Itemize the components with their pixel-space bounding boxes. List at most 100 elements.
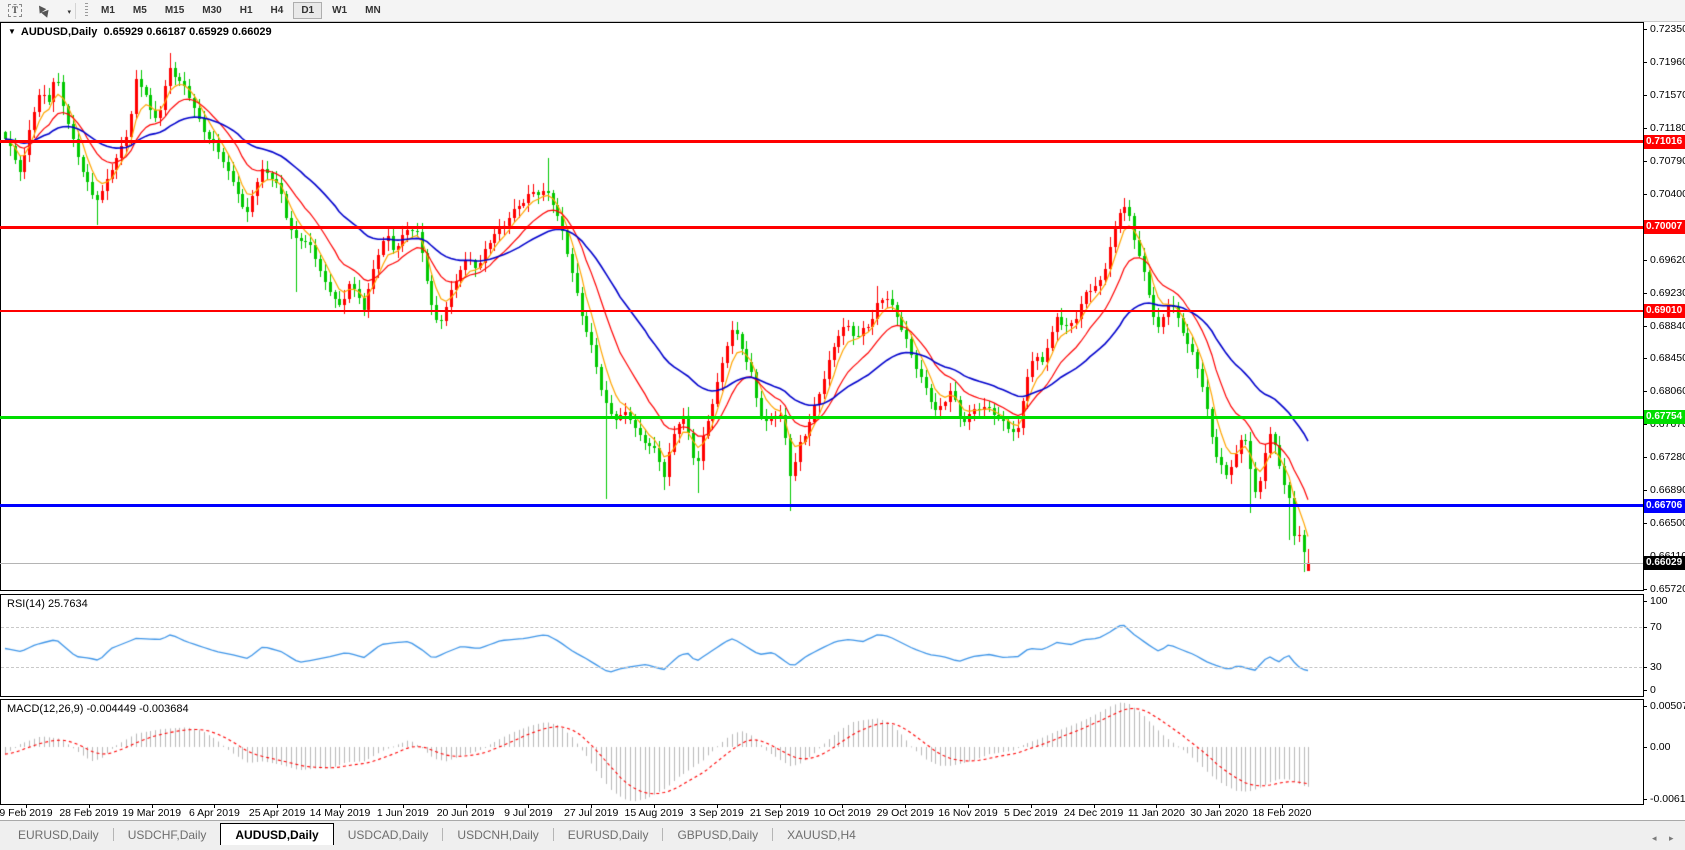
chart-tab-usdchf-1[interactable]: USDCHF,Daily bbox=[127, 827, 207, 842]
chart-tab-eurusd-5[interactable]: EURUSD,Daily bbox=[567, 827, 649, 842]
chevron-down-icon: ▾ bbox=[67, 9, 71, 16]
macd-axis-tick bbox=[1643, 747, 1647, 748]
main-chart-canvas[interactable] bbox=[1, 23, 1641, 588]
rsi-level-line bbox=[1, 626, 1642, 628]
date-axis-tick bbox=[88, 804, 90, 808]
price-level-tag: 0.66706 bbox=[1644, 498, 1685, 513]
horizontal-level-line[interactable] bbox=[0, 140, 1643, 144]
date-axis-tick bbox=[214, 804, 216, 808]
price-axis-tick bbox=[1643, 62, 1647, 64]
date-axis-label: 29 Oct 2019 bbox=[876, 807, 934, 819]
price-axis-label: 0.71960 bbox=[1650, 56, 1685, 69]
timeframe-button-m30[interactable]: M30 bbox=[202, 5, 222, 16]
date-axis-tick bbox=[26, 804, 27, 808]
rsi-chart-canvas[interactable] bbox=[1, 595, 1641, 694]
date-axis-tick bbox=[654, 804, 655, 808]
macd-axis-tick bbox=[1643, 706, 1647, 707]
tab-separator bbox=[772, 828, 774, 841]
price-level-tag: 0.70007 bbox=[1644, 220, 1685, 235]
timeframe-button-h4[interactable]: H4 bbox=[270, 5, 284, 16]
rsi-axis-label: 70 bbox=[1650, 620, 1662, 633]
chart-tab-usdcnh-4[interactable]: USDCNH,Daily bbox=[457, 827, 539, 842]
price-axis-label: 0.70790 bbox=[1650, 155, 1685, 167]
toolbar-separator bbox=[75, 2, 76, 19]
price-axis-label: 0.66500 bbox=[1650, 516, 1685, 529]
horizontal-level-line[interactable] bbox=[0, 225, 1643, 229]
tab-scroll-right-icon[interactable]: ▸ bbox=[1669, 833, 1674, 843]
timeframe-button-mn[interactable]: MN bbox=[365, 5, 381, 16]
chart-ohlc-values: 0.65929 0.66187 0.65929 0.66029 bbox=[103, 26, 272, 38]
horizontal-level-line[interactable] bbox=[0, 504, 1643, 508]
date-axis-tick bbox=[402, 804, 404, 808]
macd-axis-label: 0.00 bbox=[1650, 741, 1671, 753]
horizontal-level-line[interactable] bbox=[0, 415, 1643, 419]
date-axis-tick bbox=[151, 804, 153, 808]
tab-separator bbox=[112, 828, 114, 841]
timeframe-button-m5[interactable]: M5 bbox=[132, 5, 147, 16]
date-axis-tick bbox=[1282, 804, 1283, 808]
tab-separator bbox=[442, 828, 444, 841]
rsi-indicator-label: RSI(14) 25.7634 bbox=[7, 598, 88, 610]
chart-tab-xauusd-7[interactable]: XAUUSD,H4 bbox=[787, 827, 856, 842]
timeframe-button-m15[interactable]: M15 bbox=[164, 5, 185, 16]
price-axis-tick bbox=[1643, 457, 1647, 459]
rsi-level-line bbox=[1, 666, 1642, 668]
price-axis-label: 0.71570 bbox=[1650, 89, 1685, 102]
date-axis-label: 9 Jul 2019 bbox=[504, 807, 553, 819]
date-axis-label: 24 Dec 2019 bbox=[1063, 807, 1124, 819]
date-axis-tick bbox=[1093, 804, 1095, 808]
rsi-axis-tick bbox=[1643, 666, 1647, 668]
timeframe-button-m1[interactable]: M1 bbox=[101, 5, 115, 16]
price-axis-label: 0.69620 bbox=[1650, 253, 1685, 266]
timeframe-button-d1[interactable]: D1 bbox=[293, 2, 323, 19]
chart-tab-audusd-2[interactable]: AUDUSD,Daily bbox=[220, 823, 334, 845]
price-axis-tick bbox=[1643, 29, 1647, 31]
date-axis-label: 11 Jan 2020 bbox=[1127, 807, 1185, 819]
rsi-axis-label: 30 bbox=[1650, 660, 1662, 673]
price-axis-tick bbox=[1643, 95, 1647, 97]
date-axis-tick bbox=[779, 804, 781, 808]
date-axis-label: 15 Aug 2019 bbox=[624, 807, 684, 819]
date-axis-label: 25 Apr 2019 bbox=[248, 807, 306, 819]
price-axis-tick bbox=[1643, 424, 1647, 426]
toolbar-drag-handle[interactable] bbox=[85, 3, 88, 18]
date-axis-label: 10 Oct 2019 bbox=[813, 807, 871, 819]
price-axis-label: 0.65720 bbox=[1650, 582, 1685, 595]
date-axis-tick bbox=[968, 804, 969, 808]
objects-tool-button[interactable]: ▾ bbox=[31, 2, 71, 20]
chart-tab-usdcad-3[interactable]: USDCAD,Daily bbox=[347, 827, 429, 842]
date-axis-label: 20 Jun 2019 bbox=[436, 807, 495, 819]
rsi-axis-label: 100 bbox=[1650, 595, 1668, 607]
macd-chart-canvas[interactable] bbox=[1, 700, 1641, 802]
rsi-axis-tick bbox=[1643, 601, 1647, 602]
price-axis-tick bbox=[1643, 490, 1647, 491]
chart-tab-bar: EURUSD,Daily USDCHF,Daily AUDUSD,Daily USDC… bbox=[0, 820, 1685, 850]
date-axis-label: 3 Sep 2019 bbox=[689, 807, 744, 819]
price-axis-tick bbox=[1643, 522, 1647, 524]
current-price-tag: 0.66029 bbox=[1644, 555, 1685, 570]
date-axis-tick bbox=[1030, 804, 1032, 808]
chart-tab-gbpusd-6[interactable]: GBPUSD,Daily bbox=[677, 827, 759, 842]
object-arrow-icon bbox=[41, 9, 51, 20]
date-axis-label: 30 Jan 2020 bbox=[1190, 807, 1249, 819]
price-axis-label: 0.69230 bbox=[1650, 286, 1685, 299]
date-axis-label: 28 Feb 2019 bbox=[59, 807, 119, 819]
date-axis-label: 14 May 2019 bbox=[309, 807, 371, 819]
date-axis-label: 1 Jun 2019 bbox=[376, 807, 429, 819]
date-axis-tick bbox=[465, 804, 467, 808]
price-axis-tick bbox=[1643, 391, 1647, 393]
price-axis-tick bbox=[1643, 259, 1647, 261]
date-axis-label: 21 Sep 2019 bbox=[749, 807, 810, 819]
collapse-triangle-icon[interactable]: ▼ bbox=[8, 27, 16, 36]
chart-title: ▼ AUDUSD,Daily 0.65929 0.66187 0.65929 0.… bbox=[8, 26, 272, 38]
macd-axis-label: 0.005076 bbox=[1650, 700, 1685, 712]
date-axis-label: 27 Jul 2019 bbox=[564, 807, 619, 819]
date-axis-tick bbox=[905, 804, 907, 808]
chart-tab-eurusd-0[interactable]: EURUSD,Daily bbox=[18, 827, 99, 842]
text-tool-button[interactable]: T bbox=[1, 2, 29, 19]
tab-scroll-left-icon[interactable]: ◂ bbox=[1652, 833, 1657, 843]
price-level-tag: 0.69010 bbox=[1644, 304, 1685, 319]
timeframe-button-h1[interactable]: H1 bbox=[239, 5, 253, 16]
timeframe-button-w1[interactable]: W1 bbox=[332, 5, 348, 16]
horizontal-level-line[interactable] bbox=[0, 310, 1643, 313]
